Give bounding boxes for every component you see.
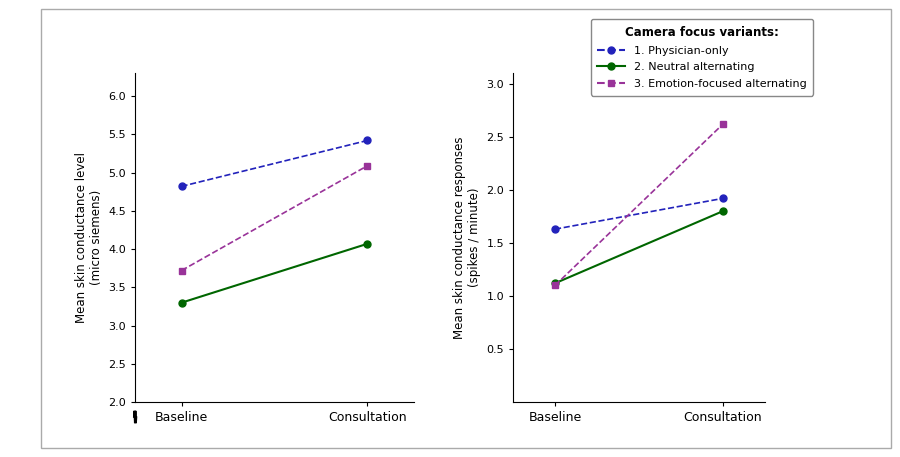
Legend: 1. Physician-only, 2. Neutral alternating, 3. Emotion-focused alternating: 1. Physician-only, 2. Neutral alternatin… [590, 19, 814, 96]
Y-axis label: Mean skin conductance responses
(spikes / minute): Mean skin conductance responses (spikes … [453, 136, 481, 339]
Y-axis label: Mean skin conductance level
(micro siemens): Mean skin conductance level (micro sieme… [75, 152, 103, 323]
